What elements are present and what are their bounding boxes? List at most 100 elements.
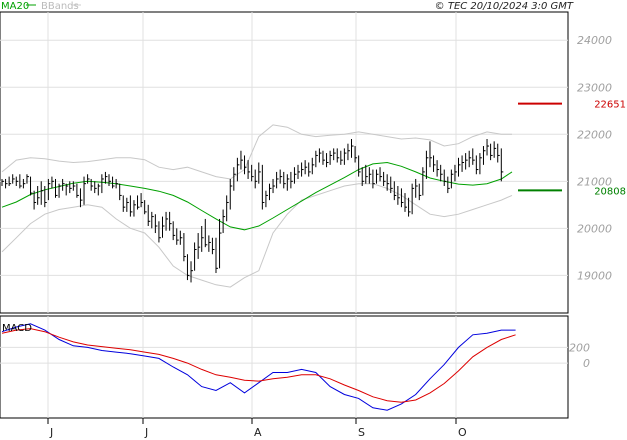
price-bar [190, 261, 194, 283]
price-bar [450, 169, 454, 189]
price-bar [383, 171, 386, 187]
price-bar [65, 183, 69, 196]
price-bar [283, 171, 286, 189]
price-bar [72, 181, 76, 191]
price-bar [322, 150, 325, 165]
price-bar [497, 143, 500, 163]
bbands-upper-line [1, 124, 512, 180]
price-bar [40, 181, 44, 205]
price-bar [240, 150, 243, 170]
price-bar [47, 178, 51, 201]
price-bar [368, 167, 372, 184]
price-bars [1, 138, 504, 283]
macd-y-tick-label: 200 [569, 341, 590, 354]
price-bar [201, 225, 204, 252]
price-bar [333, 148, 336, 161]
price-bar [343, 148, 347, 165]
y-axis-ticks: 19000 20000 21000 22000 23000 24000 200 0 [569, 34, 612, 370]
price-bar [208, 235, 211, 252]
price-bar [133, 200, 136, 217]
price-bar [151, 211, 154, 229]
price-bar [119, 183, 122, 201]
price-bar [486, 138, 490, 156]
price-bar [475, 155, 479, 175]
price-bar [137, 195, 140, 210]
price-bar [12, 174, 15, 184]
price-y-tick-label: 20000 [577, 222, 612, 235]
price-bar [186, 254, 190, 281]
price-y-tick-label: 21000 [577, 175, 612, 188]
price-bar [461, 155, 465, 172]
price-bar [440, 164, 443, 182]
price-y-tick-label: 24000 [577, 34, 612, 47]
price-bar [443, 169, 447, 187]
price-bar [311, 157, 315, 175]
price-bar [172, 221, 176, 241]
x-tick-label: J [49, 426, 53, 439]
bbands-legend-label: BBands [41, 1, 79, 12]
price-bar [429, 141, 432, 168]
price-bar [251, 164, 254, 182]
price-bar [236, 157, 240, 182]
price-bar [51, 176, 54, 189]
price-bar [226, 195, 229, 222]
price-bar [286, 174, 290, 191]
price-bar [69, 181, 72, 194]
price-y-tick-label: 23000 [577, 81, 612, 94]
price-bar [308, 162, 311, 177]
price-bar [479, 153, 482, 175]
price-bar [347, 143, 350, 161]
x-tick-label: J [144, 426, 148, 439]
price-bar [169, 211, 172, 231]
price-bar [365, 164, 368, 184]
price-bar [8, 176, 12, 187]
price-bar [458, 157, 461, 177]
price-bar [126, 197, 129, 212]
price-bar [37, 186, 40, 205]
price-bar [44, 186, 47, 208]
price-bar [354, 146, 358, 163]
price-bar [97, 183, 101, 196]
price-y-tick-label: 22000 [577, 128, 612, 141]
price-bar [465, 153, 468, 170]
price-bar [276, 171, 279, 189]
price-bar [161, 216, 165, 238]
price-bar [472, 148, 475, 165]
price-bar [183, 233, 186, 262]
price-bar [5, 178, 8, 189]
price-bar [247, 160, 251, 179]
price-bar [386, 174, 390, 191]
price-bar [254, 169, 258, 189]
price-bar [436, 160, 440, 177]
price-bar [79, 188, 83, 208]
price-bar [261, 164, 265, 210]
price-bar [87, 174, 90, 184]
price-bar [433, 155, 436, 172]
price-bar [272, 178, 276, 194]
price-bar [76, 183, 79, 198]
price-bar [411, 183, 415, 215]
price-bar [390, 176, 393, 194]
grid [0, 12, 568, 418]
price-bar [351, 138, 354, 158]
price-bar [400, 188, 404, 208]
price-bar [33, 190, 37, 210]
price-bar [101, 174, 104, 194]
price-y-tick-label: 19000 [577, 269, 612, 282]
price-bar [211, 237, 215, 255]
support-label: 20808 [594, 186, 626, 197]
price-levels: 22651 20808 [518, 100, 626, 197]
price-bar [30, 176, 33, 196]
ma-legend-label: MA20 [1, 1, 29, 12]
price-panel [0, 11, 569, 314]
price-bar [397, 186, 400, 205]
macd-panel [0, 315, 569, 419]
price-bar [1, 178, 4, 187]
price-bar [329, 150, 333, 165]
price-bar [83, 176, 87, 205]
price-bar [372, 169, 375, 189]
x-tick-label: A [254, 426, 262, 439]
price-bar [265, 190, 268, 208]
